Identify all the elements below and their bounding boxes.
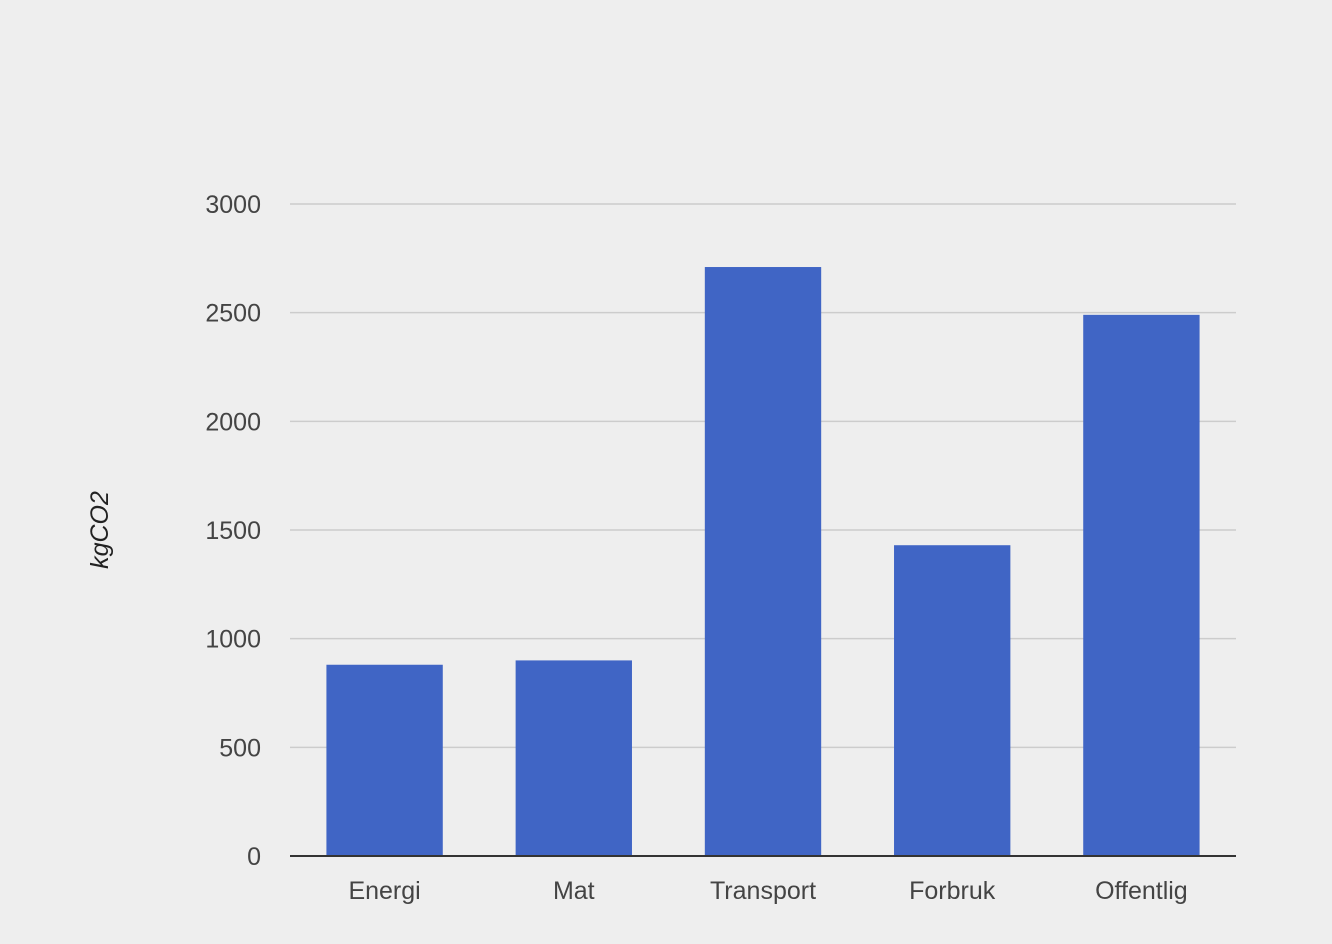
y-tick-label: 500 — [219, 734, 261, 762]
y-tick-label: 0 — [247, 843, 261, 871]
bar-energi[interactable] — [326, 664, 443, 856]
x-tick-label-offentlig: Offentlig — [1095, 877, 1188, 905]
y-tick-label: 1500 — [205, 517, 261, 545]
y-tick-label: 2000 — [205, 408, 261, 436]
x-tick-label-transport: Transport — [710, 877, 816, 905]
x-tick-label-mat: Mat — [553, 877, 595, 905]
x-tick-label-energi: Energi — [348, 877, 420, 905]
x-axis-ticks: Energi Mat Transport Forbruk Offentlig — [348, 877, 1187, 905]
y-axis-title: kgCO2 — [86, 491, 114, 569]
y-axis-ticks: 0 500 1000 1500 2000 2500 3000 — [205, 191, 261, 871]
bar-offentlig[interactable] — [1083, 314, 1200, 857]
bars — [326, 267, 1200, 857]
bar-transport[interactable] — [704, 267, 822, 856]
x-tick-label-forbruk: Forbruk — [909, 877, 996, 905]
y-tick-label: 2500 — [205, 300, 261, 328]
bar-forbruk[interactable] — [894, 545, 1011, 856]
y-tick-label: 3000 — [205, 191, 261, 219]
y-tick-label: 1000 — [205, 626, 261, 654]
bar-mat[interactable] — [515, 660, 632, 856]
